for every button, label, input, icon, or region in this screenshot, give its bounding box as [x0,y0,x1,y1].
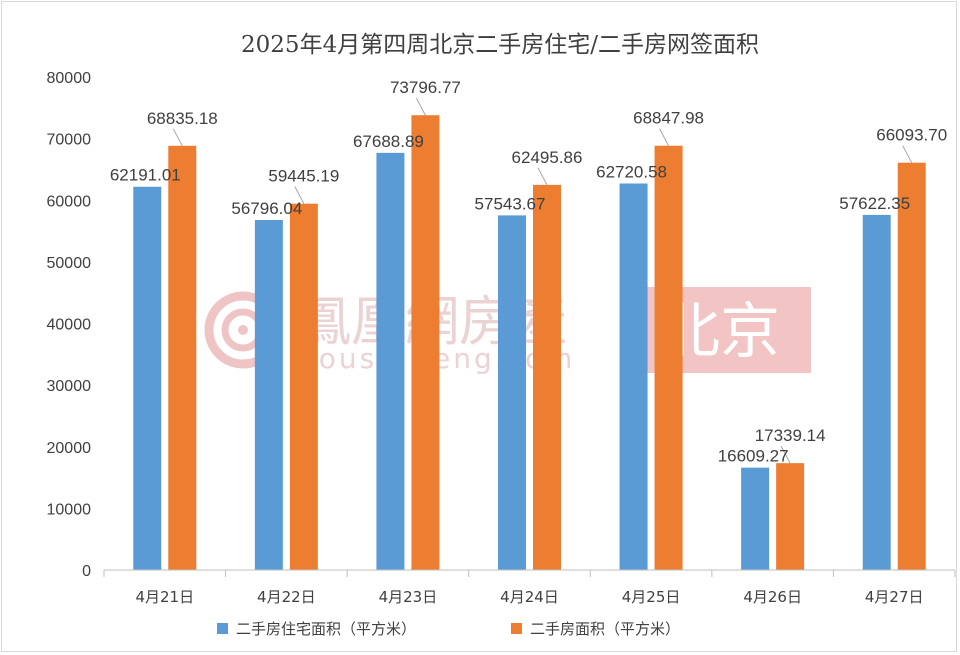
legend-label-total: 二手房面积（平方米） [530,620,680,638]
data-label-total-2: 59445.19 [268,167,339,186]
y-tick-label: 0 [82,563,91,580]
leader-line [780,445,791,464]
data-label-total-5: 68847.98 [633,109,704,128]
bar-residential-6 [741,467,770,570]
legend-label-residential: 二手房住宅面积（平方米） [236,620,416,638]
data-label-residential-6: 16609.27 [718,447,789,466]
y-tick-label: 10000 [47,501,92,518]
y-tick-label: 80000 [47,70,92,87]
bar-total-3 [411,115,440,570]
y-tick-label: 70000 [47,132,92,149]
x-tick-label: 4月23日 [379,588,438,606]
bar-total-1 [168,145,197,570]
y-tick-label: 60000 [47,193,92,210]
leader-line [294,186,305,204]
y-tick-label: 40000 [47,317,92,334]
chart-title: 2025年4月第四周北京二手房住宅/二手房网签面积 [241,32,759,58]
data-label-total-6: 17339.14 [755,426,826,445]
label-leader-lines [172,97,913,464]
leader-line [902,145,913,163]
legend-swatch-residential [217,623,228,634]
y-tick-label: 20000 [47,440,92,457]
leader-line [659,128,670,146]
bar-residential-4 [498,215,526,570]
x-tick-label: 4月27日 [865,588,924,606]
data-label-residential-5: 62720.58 [596,162,667,181]
data-label-residential-4: 57543.67 [475,194,546,213]
data-label-residential-7: 57622.35 [839,194,910,213]
x-tick-label: 4月25日 [622,588,681,606]
y-tick-label: 30000 [47,378,92,395]
data-label-total-4: 62495.86 [512,148,583,167]
y-axis: 0 10000 20000 30000 40000 50000 60000 70000 8000… [47,70,92,580]
x-tick-label: 4月21日 [135,588,194,606]
bar-series [133,115,926,571]
leader-line [172,128,183,147]
data-label-residential-1: 62191.01 [110,166,181,185]
bar-residential-1 [133,186,162,570]
bar-residential-3 [376,152,405,570]
leader-line [415,97,426,116]
bar-residential-2 [254,219,283,571]
bar-total-4 [533,184,561,570]
data-label-total-7: 66093.70 [876,126,947,145]
bar-total-7 [897,162,926,570]
x-tick-label: 4月26日 [743,588,802,606]
data-label-total-3: 73796.77 [390,78,461,97]
data-labels: 62191.01 56796.04 67688.89 57543.67 62720.58… [110,78,947,465]
legend-swatch-total [511,623,522,634]
legend: 二手房住宅面积（平方米） 二手房面积（平方米） [217,620,680,638]
bar-residential-7 [862,214,891,570]
bar-total-2 [289,203,318,571]
bar-residential-5 [619,183,648,570]
x-axis: 4月21日 4月22日 4月23日 4月24日 4月25日 4月26日 4月27日 [103,569,956,606]
data-label-residential-2: 56796.04 [231,199,302,218]
bar-total-6 [776,463,805,570]
x-tick-label: 4月22日 [257,588,316,606]
data-label-total-1: 68835.18 [147,109,218,128]
y-tick-label: 50000 [47,255,92,272]
data-label-residential-3: 67688.89 [353,132,424,151]
x-tick-label: 4月24日 [500,588,559,606]
bar-total-5 [654,145,683,571]
leader-line [537,167,548,186]
